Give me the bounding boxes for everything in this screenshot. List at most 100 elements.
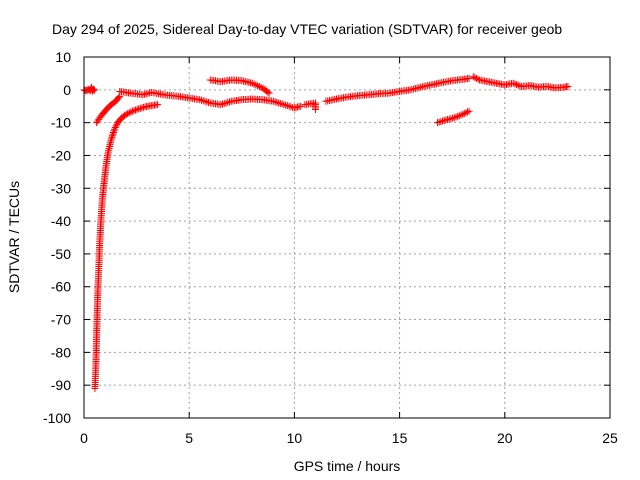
- data-point-marker: [89, 85, 97, 93]
- x-tick-label: 5: [185, 430, 193, 446]
- data-point-marker: [455, 112, 463, 120]
- y-tick-labels: 10 0 -10 -20 -30 -40 -50 -60 -70 -80 -90 -100: [43, 49, 71, 426]
- data-point-marker: [509, 79, 517, 87]
- data-point-marker: [280, 101, 288, 109]
- data-point-marker: [197, 96, 205, 104]
- data-point-marker: [459, 110, 467, 118]
- data-point-marker: [201, 97, 209, 105]
- data-point-marker: [457, 111, 465, 119]
- axis-ticks: [83, 56, 611, 419]
- data-point-marker: [297, 102, 305, 110]
- data-point-marker: [511, 80, 519, 88]
- x-axis-label: GPS time / hours: [294, 458, 401, 474]
- data-point-marker: [108, 133, 116, 141]
- x-tick-labels: 0 5 10 15 20 25: [80, 430, 618, 446]
- data-point-marker: [220, 99, 228, 107]
- data-point-marker: [454, 112, 462, 120]
- data-point-marker: [439, 117, 447, 125]
- data-point-marker: [440, 117, 448, 125]
- data-point-marker: [269, 97, 277, 105]
- y-tick-label: -60: [51, 279, 71, 295]
- data-point-marker: [109, 128, 117, 136]
- data-point-marker: [248, 79, 256, 87]
- data-point-marker: [450, 114, 458, 122]
- data-point-marker: [196, 96, 204, 104]
- x-tick-label: 25: [602, 430, 618, 446]
- data-point-marker: [133, 105, 141, 113]
- data-point-marker: [122, 110, 130, 118]
- y-tick-label: -90: [51, 377, 71, 393]
- x-tick-label: 15: [392, 430, 408, 446]
- y-tick-label: -80: [51, 344, 71, 360]
- grid-lines: [84, 57, 610, 418]
- data-point-marker: [257, 83, 265, 91]
- y-tick-label: -10: [51, 115, 71, 131]
- data-point-marker: [110, 127, 118, 135]
- data-point-marker: [111, 125, 119, 133]
- data-point-marker: [278, 100, 286, 108]
- data-point-marker: [226, 98, 234, 106]
- data-point-marker: [124, 110, 132, 118]
- chart-title: Day 294 of 2025, Sidereal Day-to-day VTE…: [52, 21, 562, 37]
- data-point-marker: [513, 81, 521, 89]
- data-point-marker: [154, 101, 162, 109]
- data-point-marker: [283, 102, 291, 110]
- data-point-marker: [276, 99, 284, 107]
- data-point-marker: [437, 118, 445, 126]
- y-tick-label: -40: [51, 213, 71, 229]
- data-point-marker: [271, 98, 279, 106]
- data-point-marker: [471, 74, 479, 82]
- data-point-marker: [265, 89, 273, 97]
- data-point-marker: [108, 132, 116, 140]
- data-point-marker: [564, 83, 572, 91]
- data-points: [80, 73, 572, 392]
- data-point-marker: [222, 99, 230, 107]
- y-tick-label: 0: [63, 82, 71, 98]
- data-point-marker: [472, 74, 480, 82]
- data-point-marker: [452, 113, 460, 121]
- data-point-marker: [224, 98, 232, 106]
- data-point-marker: [203, 98, 211, 106]
- data-point-marker: [462, 109, 470, 117]
- data-point-marker: [514, 81, 522, 89]
- data-point-marker: [107, 135, 115, 143]
- data-point-marker: [287, 103, 295, 111]
- data-point-marker: [460, 110, 468, 118]
- data-point-marker: [130, 107, 138, 115]
- data-point-marker: [254, 82, 262, 90]
- y-tick-label: 10: [55, 49, 71, 65]
- data-point-marker: [264, 88, 272, 96]
- data-point-marker: [111, 124, 119, 132]
- data-point-marker: [255, 83, 263, 91]
- data-point-marker: [125, 109, 133, 117]
- data-point-marker: [91, 86, 99, 94]
- y-tick-label: -20: [51, 147, 71, 163]
- data-point-marker: [204, 98, 212, 106]
- y-tick-label: -30: [51, 180, 71, 196]
- data-point-marker: [250, 80, 258, 88]
- x-tick-label: 10: [287, 430, 303, 446]
- data-point-marker: [285, 102, 293, 110]
- x-tick-label: 0: [80, 430, 88, 446]
- data-point-marker: [273, 98, 281, 106]
- data-point-marker: [199, 97, 207, 105]
- data-point-marker: [128, 107, 136, 115]
- data-point-marker: [252, 81, 260, 89]
- data-point-marker: [217, 101, 225, 109]
- y-tick-label: -50: [51, 246, 71, 262]
- data-point-marker: [219, 100, 227, 108]
- data-point-marker: [474, 75, 482, 83]
- data-point-marker: [109, 130, 117, 138]
- y-axis-label: SDTVAR / TECUs: [6, 181, 22, 293]
- y-tick-label: -70: [51, 312, 71, 328]
- data-point-marker: [132, 106, 140, 114]
- data-point-marker: [469, 73, 477, 81]
- data-point-marker: [465, 74, 473, 82]
- data-point-marker: [435, 118, 443, 126]
- y-tick-label: -100: [43, 410, 71, 426]
- plot-frame: [83, 56, 611, 419]
- x-tick-label: 20: [497, 430, 513, 446]
- data-point-marker: [127, 108, 135, 116]
- data-point-marker: [275, 99, 283, 107]
